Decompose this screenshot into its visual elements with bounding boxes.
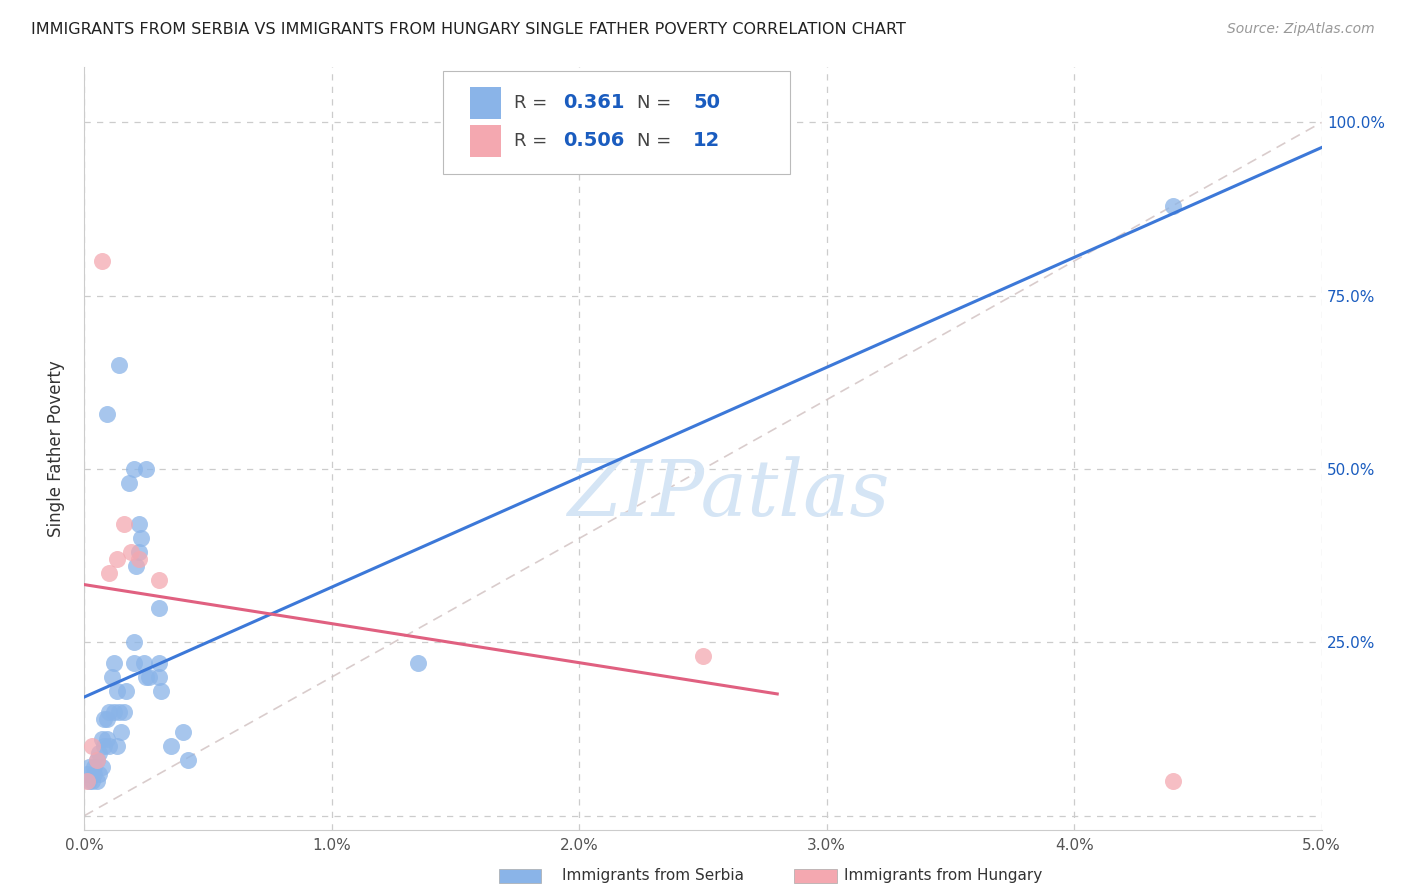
Point — [90, 760, 112, 774]
Point — [90, 254, 112, 268]
Text: R =: R = — [513, 94, 553, 112]
Point — [1161, 774, 1184, 789]
Point — [108, 705, 131, 719]
Point — [96, 407, 118, 421]
Point — [100, 670, 122, 684]
Point — [148, 600, 170, 615]
Point — [93, 712, 115, 726]
Point — [80, 739, 103, 754]
Text: Source: ZipAtlas.com: Source: ZipAtlas.com — [1227, 22, 1375, 37]
Point — [108, 358, 131, 372]
Point — [89, 767, 111, 781]
Point — [138, 670, 160, 684]
Text: 50: 50 — [693, 94, 720, 112]
Point — [172, 725, 194, 739]
Text: R =: R = — [513, 132, 553, 150]
Point — [122, 462, 145, 476]
Point — [177, 753, 200, 767]
Point — [150, 684, 173, 698]
Point — [148, 656, 170, 670]
Point — [135, 462, 157, 476]
Point — [103, 705, 125, 719]
Point — [112, 705, 135, 719]
Point — [86, 774, 108, 789]
Point — [128, 552, 150, 566]
Point — [105, 552, 128, 566]
Point — [86, 753, 108, 767]
Point — [105, 684, 128, 698]
Point — [76, 774, 98, 789]
Point — [98, 566, 121, 580]
Point — [160, 739, 183, 754]
Point — [148, 670, 170, 684]
Text: Immigrants from Serbia: Immigrants from Serbia — [562, 869, 744, 883]
Point — [112, 517, 135, 532]
Point — [76, 767, 98, 781]
Point — [93, 739, 115, 754]
Text: 12: 12 — [693, 131, 720, 151]
Point — [83, 760, 105, 774]
Point — [83, 767, 105, 781]
Point — [96, 712, 118, 726]
Point — [408, 656, 430, 670]
Point — [79, 774, 101, 789]
Point — [115, 684, 138, 698]
Point — [98, 739, 121, 754]
Point — [125, 559, 148, 574]
Text: IMMIGRANTS FROM SERBIA VS IMMIGRANTS FROM HUNGARY SINGLE FATHER POVERTY CORRELAT: IMMIGRANTS FROM SERBIA VS IMMIGRANTS FRO… — [31, 22, 905, 37]
Text: 0.361: 0.361 — [564, 94, 624, 112]
Point — [80, 774, 103, 789]
Point — [105, 739, 128, 754]
Point — [79, 760, 101, 774]
Point — [120, 545, 142, 559]
Text: Immigrants from Hungary: Immigrants from Hungary — [844, 869, 1042, 883]
Y-axis label: Single Father Poverty: Single Father Poverty — [46, 359, 65, 537]
Point — [148, 573, 170, 587]
Bar — [471, 87, 502, 119]
Text: ZIPatlas: ZIPatlas — [567, 456, 889, 533]
Point — [1161, 198, 1184, 212]
Point — [118, 475, 141, 490]
Point — [110, 725, 132, 739]
Text: N =: N = — [637, 94, 672, 112]
Point — [129, 532, 152, 546]
Point — [128, 517, 150, 532]
Text: N =: N = — [637, 132, 672, 150]
Bar — [471, 125, 502, 157]
Point — [86, 753, 108, 767]
Point — [122, 656, 145, 670]
Point — [90, 732, 112, 747]
Point — [132, 656, 155, 670]
Point — [135, 670, 157, 684]
Point — [122, 635, 145, 649]
Point — [98, 705, 121, 719]
Point — [89, 746, 111, 760]
Point — [96, 732, 118, 747]
Text: 0.506: 0.506 — [564, 131, 624, 151]
Point — [103, 656, 125, 670]
Point — [128, 545, 150, 559]
FancyBboxPatch shape — [443, 70, 790, 174]
Point — [692, 649, 714, 664]
